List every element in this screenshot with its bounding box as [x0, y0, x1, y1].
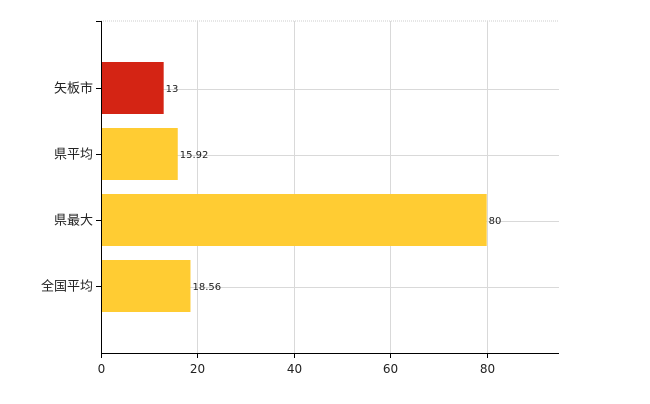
labels: 矢板市 13 県平均 15.92 県最大 80 全国平均 18.56 0 20 40 60 80 — [41, 81, 501, 377]
x-tick-label: 40 — [287, 362, 302, 376]
data-label: 80 — [489, 216, 502, 227]
gridlines — [101, 20, 559, 353]
bar-2 — [102, 128, 178, 180]
x-tick-label: 20 — [190, 362, 205, 376]
data-label: 13 — [166, 84, 179, 95]
bar-1 — [102, 62, 164, 114]
category-label: 県最大 — [54, 214, 93, 229]
data-label: 18.56 — [192, 282, 221, 293]
category-label: 矢板市 — [54, 81, 93, 97]
bar-4 — [102, 260, 191, 312]
category-label: 県平均 — [54, 148, 93, 163]
x-tick-label: 80 — [480, 362, 495, 376]
data-label: 15.92 — [180, 150, 209, 161]
bar-3 — [102, 194, 487, 246]
bars — [102, 62, 487, 312]
x-tick-label: 60 — [383, 362, 398, 376]
axes — [96, 21, 559, 358]
category-label: 全国平均 — [41, 279, 93, 295]
x-tick-label: 0 — [98, 362, 106, 376]
